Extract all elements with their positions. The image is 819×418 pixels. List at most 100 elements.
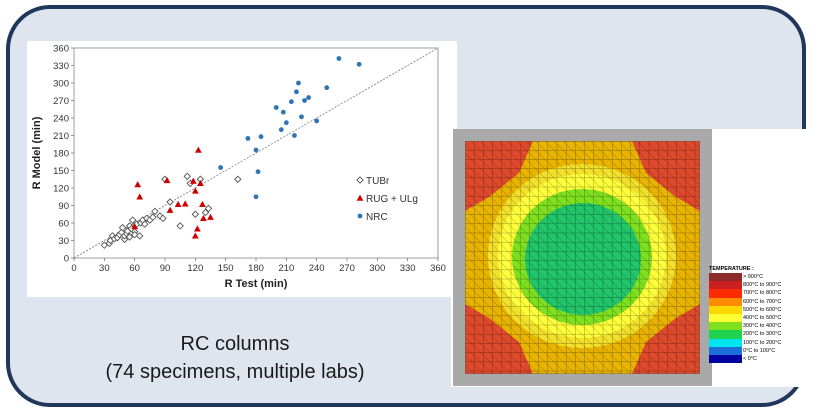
point-nrc [283,120,289,126]
y-tick-label: 180 [53,148,69,159]
mesh-line [465,171,668,374]
point-rug-ulg [163,177,171,184]
legend-swatch [709,346,742,355]
point-nrc [278,127,284,133]
legend-label: 200°C to 300°C [743,331,782,338]
point-nrc [288,99,294,105]
mesh-line [636,141,700,205]
point-rug-ulg [207,213,214,220]
x-axis-label: R Test (min) [225,278,288,290]
mesh-line [581,141,700,260]
mesh-line [618,141,700,223]
point-nrc [258,134,264,140]
point-rug-ulg [199,200,206,208]
legend-label: 500°C to 600°C [743,306,782,313]
caption: RC columns (74 specimens, multiple labs) [40,330,430,386]
legend-row: > 900°C [709,273,805,282]
x-tick-label: 120 [187,263,203,274]
center-zone [525,203,641,315]
point-rug-ulg [136,193,144,200]
point-rug-ulg [189,177,197,184]
legend-swatch [709,289,742,298]
point-tubr [149,213,157,221]
x-tick-label: 90 [160,263,171,274]
mesh-line [465,327,512,374]
legend-swatch [709,313,742,323]
legend-label: 100°C to 200°C [743,339,782,346]
point-nrc [296,80,301,86]
x-tick-label: 180 [248,263,264,274]
legend-label: 300°C to 400°C [743,323,782,330]
legend-swatch [709,330,742,339]
legend-swatch [709,354,742,364]
temperature-map [465,141,700,374]
mesh-line [599,141,700,242]
y-tick-label: 90 [58,201,69,212]
mesh-line [465,254,585,374]
point-rug-ulg [191,187,199,194]
mesh-line [465,318,521,374]
x-tick-label: 300 [369,263,385,274]
legend-row: 400°C to 500°C [709,313,805,323]
legend-label: < 0°C [743,355,757,362]
point-tubr [141,220,149,228]
mesh-line [465,152,686,374]
mesh-line [465,198,640,374]
legend-swatch [709,297,742,306]
corner-hot-zone [465,141,533,211]
point-tubr [125,233,134,241]
mesh-line [535,141,700,306]
x-tick-label: 0 [71,263,76,274]
point-nrc [253,147,259,153]
point-tubr [130,230,139,239]
scatter-chart: 0 30 60 90 120 150 180 210 240 270 300 330 360 0 30 60 9… [31,43,446,290]
point-rug-ulg [131,223,139,230]
x-tick-label: 30 [99,263,110,274]
mesh-line [465,272,567,374]
mesh-line [480,141,700,361]
point-tubr [151,207,159,216]
mesh-line [465,189,650,374]
point-tubr [191,210,200,218]
legend-marker-nrc [357,213,363,219]
mesh-line [563,141,700,279]
legend-label: 700°C to 800°C [743,290,782,297]
point-tubr [118,223,127,232]
mesh-line [489,141,700,352]
mesh-line [526,141,700,315]
point-rug-ulg [194,146,202,153]
y-tick-label: 60 [58,218,69,229]
point-rug-ulg [166,206,174,213]
legend-row: 200°C to 300°C [709,330,805,339]
point-rug-ulg [193,225,201,232]
y-tick-label: 30 [58,236,69,247]
point-nrc [324,85,330,91]
y-tick-label: 360 [53,43,69,54]
x-tick-label: 210 [278,263,294,274]
legend-label-nrc: NRC [366,212,388,223]
legend-row: 0°C to 100°C [709,346,805,355]
legend-row: 500°C to 600°C [709,305,805,314]
legend-label-tubr: TUBr [366,176,390,187]
scatter-chart-panel: 0 30 60 90 120 150 180 210 240 270 300 330 360 0 30 60 9… [27,41,457,297]
y-tick-label: 270 [53,96,69,107]
mesh-line [544,141,700,297]
mesh-line [465,208,631,374]
y-tick-label: 300 [53,78,69,89]
mesh-line [465,281,558,374]
point-rug-ulg [174,200,182,208]
legend-label: 400°C to 500°C [743,315,782,322]
mesh-line [465,290,548,374]
point-nrc [273,105,279,110]
mesh-line [465,217,622,374]
point-nrc [302,98,307,103]
mesh-line [517,141,700,325]
legend-marker-rug-ulg [356,194,364,201]
legend-row: 600°C to 700°C [709,297,805,306]
mesh-line [507,141,700,334]
legend-swatch [709,281,742,290]
mesh-line [465,226,613,374]
temperature-legend: TEMPERATURE : > 900°C 800°C to 900°C 700°C… [709,265,805,364]
x-tick-label: 360 [430,263,446,274]
legend-swatch [709,305,742,314]
